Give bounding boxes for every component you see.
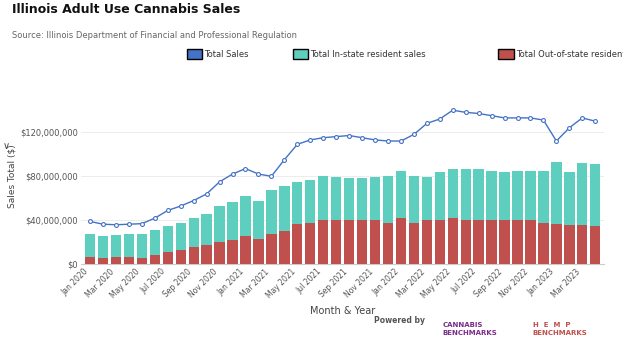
Bar (240, 236, 250, 264)
Bar (344, 220, 354, 264)
Bar (163, 226, 173, 264)
Bar (473, 168, 484, 264)
Bar (409, 176, 419, 264)
Bar (318, 220, 328, 264)
Bar (460, 168, 471, 264)
Bar (564, 225, 574, 264)
Bar (525, 220, 536, 264)
X-axis label: Month & Year: Month & Year (310, 306, 375, 316)
Bar (214, 242, 225, 264)
Y-axis label: Sales Total ($): Sales Total ($) (7, 144, 16, 208)
FancyBboxPatch shape (498, 49, 514, 59)
Bar (254, 201, 264, 264)
Bar (214, 206, 225, 264)
Bar (254, 239, 264, 264)
Text: Source: Illinois Department of Financial and Professional Regulation: Source: Illinois Department of Financial… (12, 31, 297, 40)
Bar (500, 220, 510, 264)
Bar (357, 220, 368, 264)
Bar (292, 182, 303, 264)
Bar (422, 177, 432, 264)
Bar (189, 218, 199, 264)
Bar (370, 177, 380, 264)
Bar (318, 176, 328, 264)
Bar (460, 220, 471, 264)
Bar (396, 218, 406, 264)
Bar (305, 180, 315, 264)
Text: Powered by: Powered by (374, 316, 425, 325)
Bar (85, 234, 95, 264)
Bar (136, 258, 147, 264)
Bar (525, 171, 536, 264)
Bar (447, 218, 458, 264)
Bar (435, 220, 445, 264)
Bar (538, 171, 549, 264)
Bar (370, 220, 380, 264)
FancyBboxPatch shape (293, 49, 308, 59)
Bar (331, 177, 341, 264)
Bar (163, 252, 173, 264)
Text: Total In-state resident sales: Total In-state resident sales (310, 50, 426, 59)
Bar (189, 247, 199, 264)
Bar (98, 258, 108, 264)
Bar (136, 234, 147, 264)
Text: ∨: ∨ (3, 141, 10, 151)
Text: H  E  M  P
BENCHMARKS: H E M P BENCHMARKS (533, 322, 587, 336)
Bar (396, 171, 406, 264)
Bar (266, 190, 277, 264)
Bar (98, 236, 108, 264)
Bar (344, 178, 354, 264)
Bar (357, 178, 368, 264)
Bar (201, 214, 212, 264)
Bar (422, 220, 432, 264)
Bar (473, 220, 484, 264)
Bar (124, 257, 134, 264)
Bar (590, 164, 601, 264)
Bar (279, 232, 290, 264)
Bar (564, 172, 574, 264)
Bar (85, 257, 95, 264)
Bar (227, 202, 238, 264)
Bar (176, 223, 186, 264)
Bar (409, 223, 419, 264)
Text: CANNABIS
BENCHMARKS: CANNABIS BENCHMARKS (442, 322, 497, 336)
Bar (447, 168, 458, 264)
Bar (266, 234, 277, 264)
Bar (551, 162, 561, 264)
Bar (150, 230, 160, 264)
Bar (577, 225, 587, 264)
Bar (150, 255, 160, 264)
Bar (331, 220, 341, 264)
Bar (577, 163, 587, 264)
Bar (124, 234, 134, 264)
Bar (227, 240, 238, 264)
Bar (538, 223, 549, 264)
FancyBboxPatch shape (187, 49, 202, 59)
Bar (487, 171, 497, 264)
Bar (500, 172, 510, 264)
Bar (383, 176, 393, 264)
Bar (240, 196, 250, 264)
Bar (111, 257, 121, 264)
Bar (512, 171, 523, 264)
Bar (551, 224, 561, 264)
Text: Total Sales: Total Sales (204, 50, 249, 59)
Text: Illinois Adult Use Cannabis Sales: Illinois Adult Use Cannabis Sales (12, 3, 240, 16)
Bar (512, 220, 523, 264)
Bar (487, 220, 497, 264)
Bar (201, 245, 212, 264)
Bar (383, 223, 393, 264)
Bar (279, 186, 290, 264)
Text: Total Out-of-state resident sales: Total Out-of-state resident sales (516, 50, 623, 59)
Bar (111, 235, 121, 264)
Bar (176, 250, 186, 264)
Bar (292, 224, 303, 264)
Bar (305, 223, 315, 264)
Bar (590, 226, 601, 264)
Bar (435, 172, 445, 264)
